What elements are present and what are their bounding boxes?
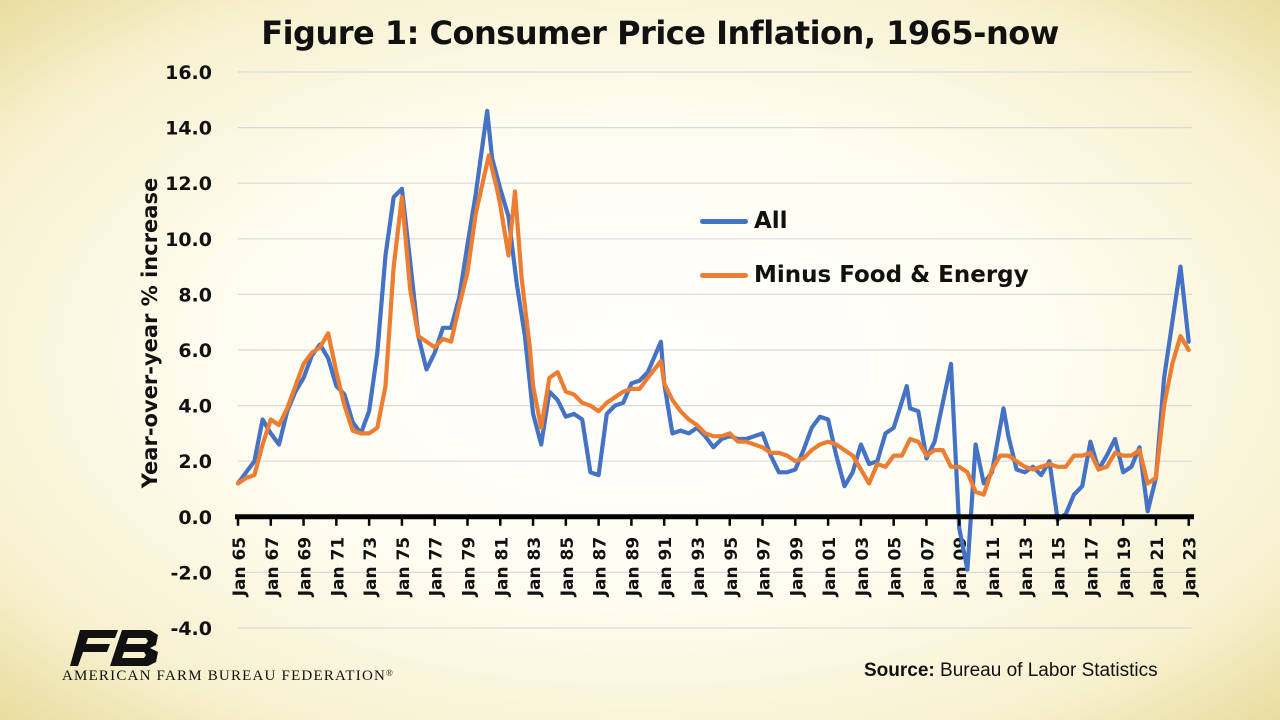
logo-text: AMERICAN FARM BUREAU FEDERATION® — [62, 668, 394, 685]
y-tick-label: 4.0 — [178, 396, 212, 418]
x-tick-label: Jan 15 — [1050, 537, 1070, 597]
y-tick-label: -4.0 — [170, 618, 212, 640]
x-tick-label: Jan 05 — [886, 537, 906, 597]
y-tick-label: -2.0 — [170, 562, 212, 584]
legend-item-core: Minus Food & Energy — [700, 248, 1029, 302]
x-tick-label: Jan 75 — [394, 537, 414, 597]
x-tick-label: Jan 09 — [951, 537, 971, 597]
chart-title: Figure 1: Consumer Price Inflation, 1965… — [261, 14, 1059, 52]
x-tick-labels: Jan 65 Jan 67 Jan 69 Jan 71 Jan 73 Jan 75 Jan … — [230, 537, 1201, 597]
y-tick-label: 14.0 — [165, 118, 212, 140]
y-tick-labels: -4.0 -2.0 0.0 2.0 4.0 6.0 8.0 10.0 12.0 14.0 16.0 — [165, 62, 212, 640]
x-tick-label: Jan 83 — [525, 537, 545, 597]
y-axis-label: Year-over-year % increase — [138, 178, 162, 489]
x-tick-label: Jan 89 — [623, 537, 643, 597]
afbf-logo: AMERICAN FARM BUREAU FEDERATION® — [62, 630, 482, 686]
source-text: Bureau of Labor Statistics — [934, 660, 1158, 681]
x-tick-label: Jan 69 — [296, 537, 316, 597]
x-tick-label: Jan 77 — [427, 537, 447, 597]
x-tick-label: Jan 03 — [853, 537, 873, 597]
legend-swatch-all — [700, 218, 748, 224]
legend-swatch-core — [700, 272, 748, 278]
registered-mark: ® — [386, 668, 395, 678]
legend-item-all: All — [700, 194, 1029, 248]
y-tick-label: 10.0 — [165, 229, 212, 251]
x-tick-label: Jan 21 — [1148, 537, 1168, 597]
legend-label-core: Minus Food & Energy — [754, 262, 1029, 288]
x-tick-label: Jan 99 — [787, 537, 807, 597]
x-tick-label: Jan 81 — [492, 537, 512, 597]
x-tick-label: Jan 11 — [984, 537, 1004, 597]
x-tick-label: Jan 79 — [459, 537, 479, 597]
x-tick-label: Jan 71 — [328, 537, 348, 597]
legend-label-all: All — [754, 208, 788, 234]
x-tick-label: Jan 07 — [918, 537, 938, 597]
legend: All Minus Food & Energy — [700, 194, 1029, 302]
x-tick-label: Jan 01 — [820, 537, 840, 597]
x-axis — [235, 514, 1194, 526]
x-tick-label: Jan 93 — [689, 537, 709, 597]
source-note: Source: Bureau of Labor Statistics — [864, 660, 1158, 682]
y-tick-label: 8.0 — [178, 284, 212, 306]
x-tick-label: Jan 97 — [755, 537, 775, 597]
x-tick-label: Jan 95 — [722, 537, 742, 597]
series-lines — [235, 108, 1191, 572]
x-tick-label: Jan 17 — [1082, 537, 1102, 597]
x-tick-label: Jan 19 — [1115, 537, 1135, 597]
x-tick-label: Jan 85 — [558, 537, 578, 597]
x-tick-label: Jan 87 — [591, 537, 611, 597]
x-tick-label: Jan 23 — [1181, 537, 1201, 597]
x-tick-label: Jan 73 — [361, 537, 381, 597]
source-label: Source: — [864, 660, 935, 681]
logo-text-label: AMERICAN FARM BUREAU FEDERATION — [62, 668, 387, 684]
fb-logo-mark — [70, 630, 158, 666]
y-tick-label: 12.0 — [165, 173, 212, 195]
x-tick-label: Jan 65 — [230, 537, 250, 597]
x-tick-label: Jan 13 — [1017, 537, 1037, 597]
y-tick-label: 2.0 — [178, 451, 212, 473]
y-tick-label: 16.0 — [165, 62, 212, 84]
y-tick-label: 0.0 — [178, 507, 212, 529]
series-line-all — [235, 108, 1191, 572]
y-tick-label: 6.0 — [178, 340, 212, 362]
x-tick-label: Jan 91 — [656, 537, 676, 597]
x-tick-label: Jan 67 — [263, 537, 283, 597]
series-line-core — [235, 153, 1191, 497]
